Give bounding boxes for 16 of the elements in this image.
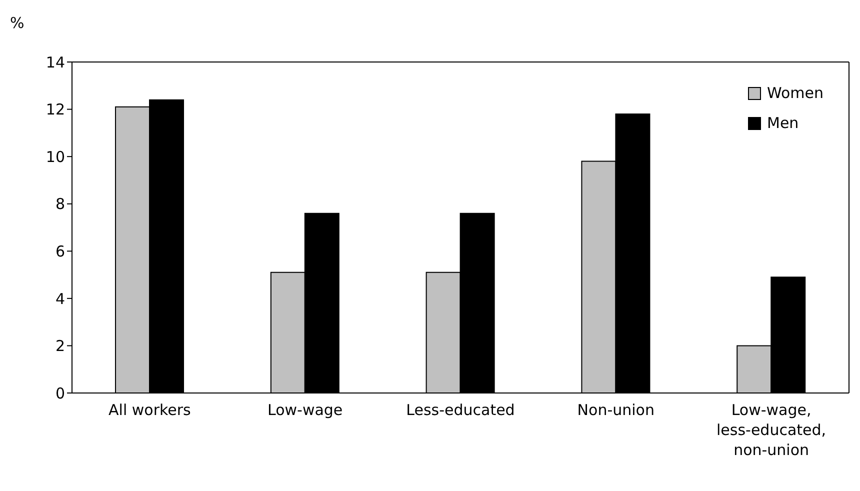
y-tick-label: 14 <box>46 53 65 72</box>
legend-label: Men <box>767 114 799 132</box>
x-tick-label: Low-wage, less-educated, non-union <box>716 401 826 459</box>
y-axis-title: % <box>10 14 24 32</box>
y-tick-label: 2 <box>55 337 65 356</box>
x-tick-label: All workers <box>108 401 192 419</box>
legend-label: Women <box>767 84 824 102</box>
y-tick-label: 0 <box>55 384 65 402</box>
y-tick-label: 4 <box>55 290 65 308</box>
y-tick-label: 8 <box>55 195 65 214</box>
y-tick-label: 12 <box>46 100 65 119</box>
x-tick-label: Less-educated <box>406 401 515 419</box>
y-tick-label: 6 <box>55 242 65 260</box>
x-tick-label: Low-wage <box>268 401 343 419</box>
y-tick-label: 10 <box>46 148 65 166</box>
x-tick-label: Non-union <box>577 401 654 419</box>
